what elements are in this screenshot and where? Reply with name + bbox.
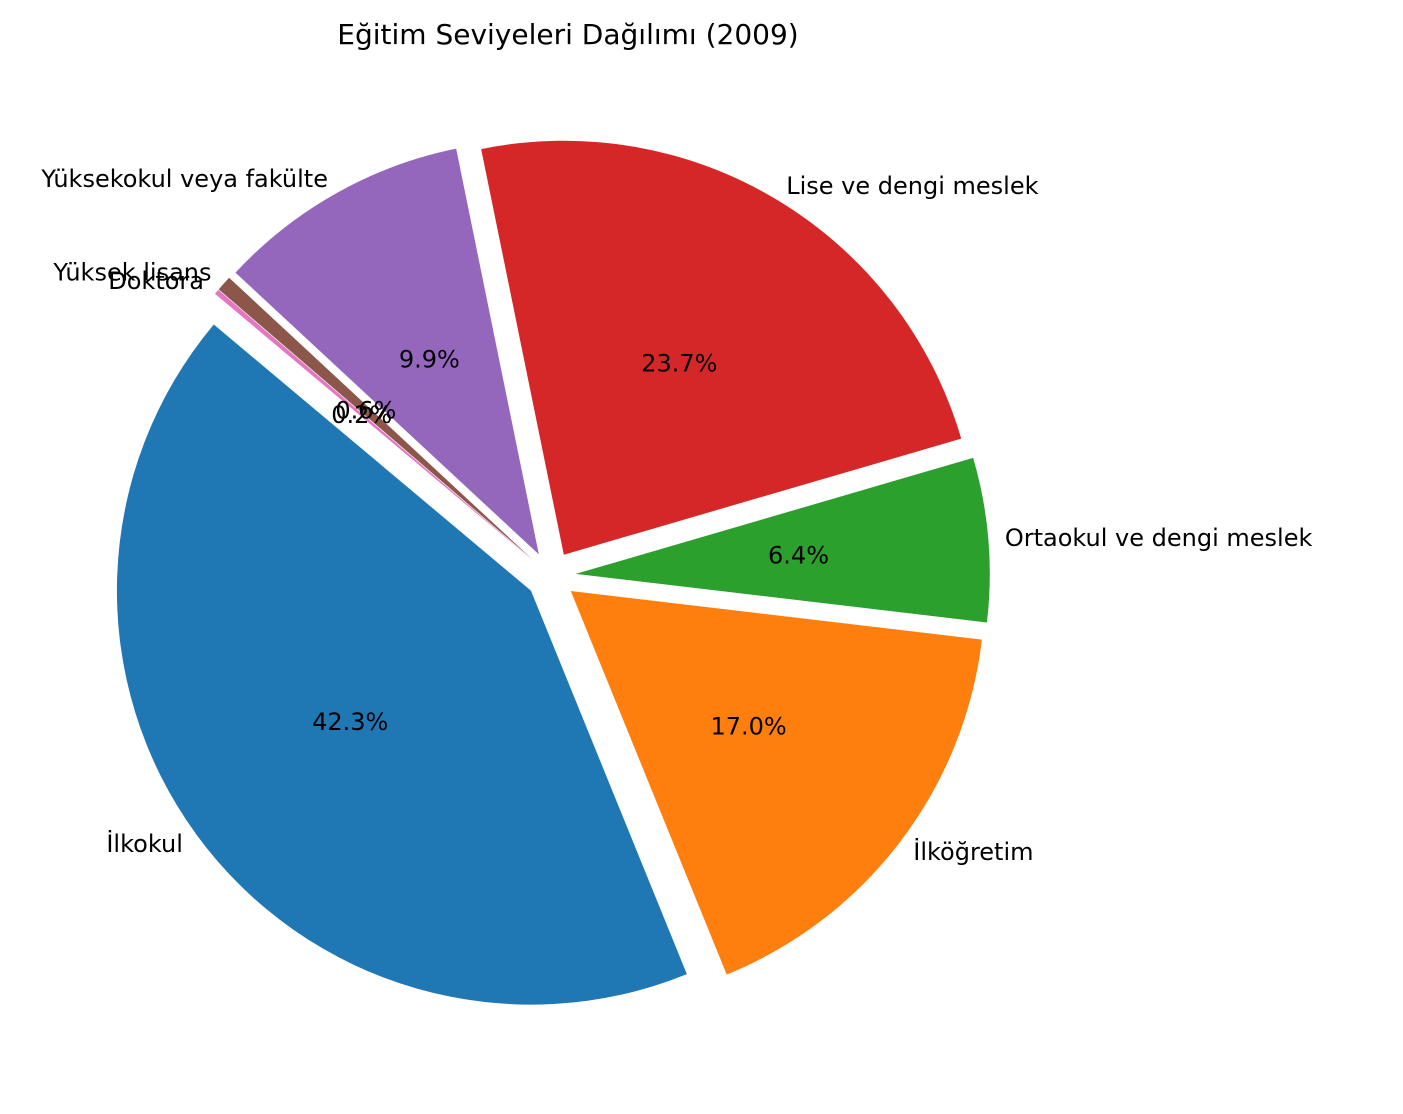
slice-label-ilkogretim: İlköğretim bbox=[913, 837, 1033, 866]
pie-slice-ilkogretim bbox=[570, 591, 982, 975]
slice-pct-ilkogretim: 17.0% bbox=[710, 713, 786, 741]
slice-labels: İlkokul 42.3% İlköğretim 17.0% Ortaokul ve d… bbox=[40, 165, 1312, 866]
slice-label-yuksek-lisans: Yüksek lisans bbox=[52, 258, 211, 286]
pie-slice-ilkokul bbox=[116, 324, 687, 1005]
pie-slice-ortaokul-ve-dengi-meslek bbox=[575, 457, 990, 623]
slice-label-ortaokul-ve-dengi-meslek: Ortaokul ve dengi meslek bbox=[1005, 524, 1313, 552]
chart-title: Eğitim Seviyeleri Dağılımı (2009) bbox=[337, 18, 798, 51]
pie-slice-doktora bbox=[214, 289, 533, 560]
pie-slice-yuksek-lisans bbox=[218, 277, 533, 560]
slice-label-ilkokul: İlkokul bbox=[106, 829, 183, 858]
slice-pct-lise-ve-dengi-meslek: 23.7% bbox=[641, 349, 717, 377]
slice-label-doktora: Doktora bbox=[108, 267, 204, 295]
slice-pct-ilkokul: 42.3% bbox=[312, 708, 388, 736]
pie-slices bbox=[116, 140, 990, 1005]
slice-label-lise-ve-dengi-meslek: Lise ve dengi meslek bbox=[786, 172, 1038, 200]
slice-pct-yuksek-lisans: 0.6% bbox=[335, 396, 396, 424]
pie-slice-lise-ve-dengi-meslek bbox=[481, 140, 962, 555]
slice-label-yuksekokul-veya-fakulte: Yüksekokul veya fakülte bbox=[40, 165, 328, 193]
slice-pct-ortaokul-ve-dengi-meslek: 6.4% bbox=[768, 541, 829, 569]
slice-pct-doktora: 0.2% bbox=[331, 401, 392, 429]
pie-slice-yuksekokul-veya-fakulte bbox=[235, 148, 539, 555]
slice-pct-yuksekokul-veya-fakulte: 9.9% bbox=[399, 345, 460, 373]
